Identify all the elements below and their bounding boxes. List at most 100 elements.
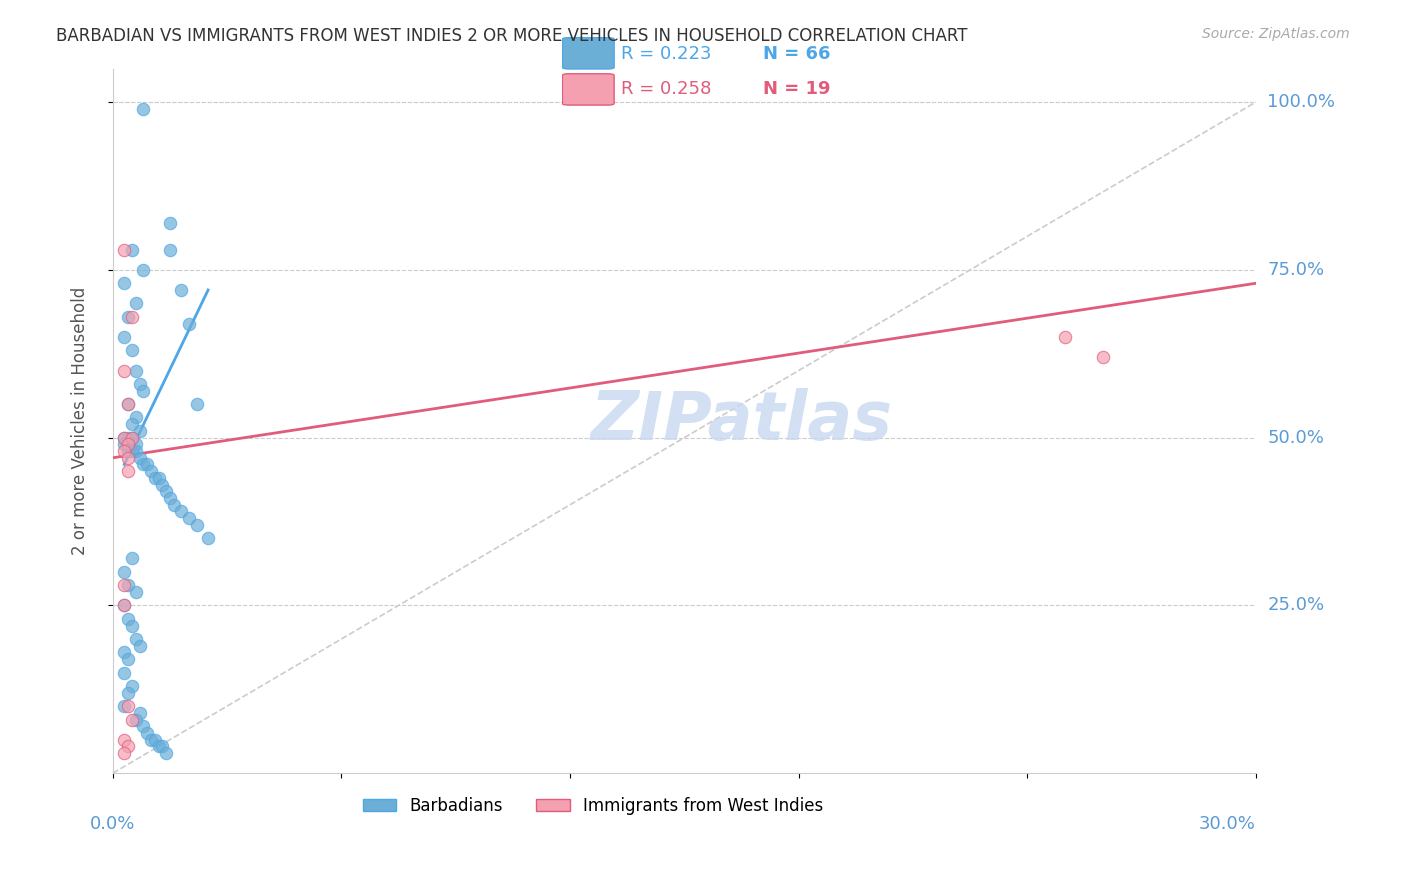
Point: [139, 732, 162, 747]
Point: [125, 585, 148, 599]
Point: [132, 719, 155, 733]
Point: [112, 437, 135, 451]
Point: [117, 612, 139, 626]
Point: [197, 531, 219, 545]
Point: [132, 384, 155, 398]
Point: [117, 652, 139, 666]
Y-axis label: 2 or more Vehicles in Household: 2 or more Vehicles in Household: [72, 286, 89, 555]
Point: [155, 746, 177, 760]
Point: [163, 498, 186, 512]
Point: [117, 699, 139, 714]
Point: [112, 665, 135, 680]
Point: [117, 437, 139, 451]
Point: [143, 732, 166, 747]
Point: [121, 713, 143, 727]
Point: [128, 424, 150, 438]
Point: [139, 464, 162, 478]
Point: [159, 243, 181, 257]
Point: [125, 410, 148, 425]
Point: [112, 732, 135, 747]
Point: [128, 450, 150, 465]
Point: [117, 397, 139, 411]
Point: [117, 397, 139, 411]
Point: [125, 632, 148, 646]
Legend: Barbadians, Immigrants from West Indies: Barbadians, Immigrants from West Indies: [356, 790, 830, 822]
Point: [121, 417, 143, 432]
Point: [112, 277, 135, 291]
Point: [117, 464, 139, 478]
Point: [112, 243, 135, 257]
Point: [170, 504, 193, 518]
Point: [170, 283, 193, 297]
Point: [121, 431, 143, 445]
Text: BARBADIAN VS IMMIGRANTS FROM WEST INDIES 2 OR MORE VEHICLES IN HOUSEHOLD CORRELA: BARBADIAN VS IMMIGRANTS FROM WEST INDIES…: [56, 27, 967, 45]
Point: [117, 739, 139, 754]
Point: [125, 713, 148, 727]
Point: [136, 726, 159, 740]
Point: [159, 216, 181, 230]
Text: Source: ZipAtlas.com: Source: ZipAtlas.com: [1202, 27, 1350, 41]
Point: [177, 317, 200, 331]
Point: [143, 471, 166, 485]
Point: [117, 431, 139, 445]
FancyBboxPatch shape: [562, 37, 614, 69]
Point: [150, 739, 173, 754]
Point: [125, 296, 148, 310]
Point: [117, 686, 139, 700]
Text: 0.0%: 0.0%: [90, 815, 135, 833]
Text: N = 19: N = 19: [763, 80, 831, 98]
Point: [125, 444, 148, 458]
Point: [112, 746, 135, 760]
Point: [155, 484, 177, 499]
Point: [112, 565, 135, 579]
Point: [132, 102, 155, 116]
Point: [136, 458, 159, 472]
Point: [117, 444, 139, 458]
Point: [112, 599, 135, 613]
Point: [125, 363, 148, 377]
Point: [128, 639, 150, 653]
Point: [112, 699, 135, 714]
Point: [186, 397, 208, 411]
Text: 50.0%: 50.0%: [1267, 429, 1324, 447]
Point: [112, 444, 135, 458]
Point: [186, 517, 208, 532]
Point: [112, 431, 135, 445]
Text: R = 0.258: R = 0.258: [620, 80, 711, 98]
Point: [148, 471, 170, 485]
Point: [177, 511, 200, 525]
Point: [121, 679, 143, 693]
Text: 75.0%: 75.0%: [1267, 260, 1324, 279]
Point: [112, 578, 135, 592]
Point: [1054, 330, 1077, 344]
Point: [128, 706, 150, 720]
Point: [121, 551, 143, 566]
Point: [112, 645, 135, 659]
Point: [112, 431, 135, 445]
Point: [159, 491, 181, 505]
Point: [1092, 350, 1115, 364]
FancyBboxPatch shape: [562, 74, 614, 105]
Text: 30.0%: 30.0%: [1199, 815, 1256, 833]
Text: 100.0%: 100.0%: [1267, 93, 1336, 112]
Point: [117, 578, 139, 592]
Point: [128, 376, 150, 391]
Point: [148, 739, 170, 754]
Point: [121, 310, 143, 324]
Point: [117, 310, 139, 324]
Point: [121, 431, 143, 445]
Point: [121, 243, 143, 257]
Point: [121, 444, 143, 458]
Text: ZIPatlas: ZIPatlas: [591, 388, 893, 454]
Point: [112, 330, 135, 344]
Point: [125, 437, 148, 451]
Text: R = 0.223: R = 0.223: [620, 45, 711, 62]
Point: [112, 363, 135, 377]
Point: [150, 477, 173, 491]
Text: N = 66: N = 66: [763, 45, 831, 62]
Point: [132, 458, 155, 472]
Text: 25.0%: 25.0%: [1267, 597, 1324, 615]
Point: [121, 618, 143, 632]
Point: [132, 263, 155, 277]
Point: [112, 599, 135, 613]
